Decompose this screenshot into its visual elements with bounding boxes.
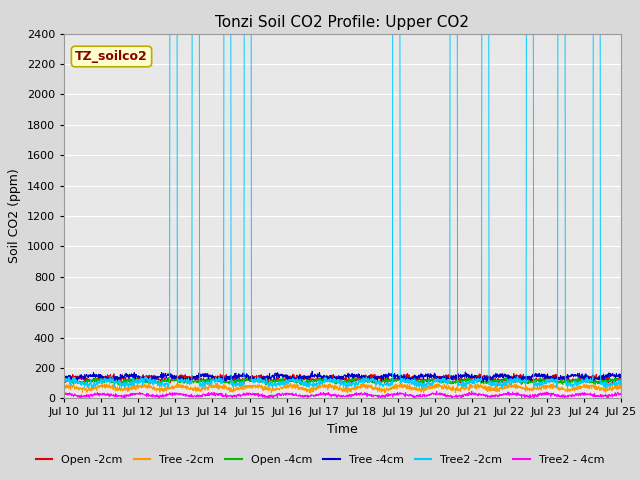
Tree2 -2cm <box>88 382 96 388</box>
Line: Open -4cm: Open -4cm <box>64 377 621 385</box>
Open -2cm <box>499 377 506 383</box>
Tree2 - 4cm <box>499 392 507 398</box>
Open -4cm <box>617 378 625 384</box>
Tree2 - 4cm <box>265 396 273 401</box>
Tree -4cm <box>316 372 324 378</box>
Open -4cm <box>574 374 582 380</box>
Tree -2cm <box>316 385 324 391</box>
Open -4cm <box>602 380 609 386</box>
Open -4cm <box>331 381 339 386</box>
Tree -4cm <box>499 374 506 380</box>
Open -2cm <box>316 377 324 383</box>
Tree2 -2cm <box>602 379 609 384</box>
Tree2 - 4cm <box>316 390 324 396</box>
Tree -4cm <box>602 373 609 379</box>
Tree2 - 4cm <box>433 388 440 394</box>
Tree -2cm <box>381 390 388 396</box>
Open -2cm <box>601 377 609 383</box>
Tree2 -2cm <box>617 377 625 383</box>
Open -2cm <box>609 381 617 387</box>
Open -4cm <box>601 379 609 384</box>
Open -4cm <box>60 378 68 384</box>
Tree -2cm <box>331 382 339 388</box>
Tree -2cm <box>602 390 609 396</box>
Legend: Open -2cm, Tree -2cm, Open -4cm, Tree -4cm, Tree2 -2cm, Tree2 - 4cm: Open -2cm, Tree -2cm, Open -4cm, Tree -4… <box>31 451 609 469</box>
Tree -4cm <box>88 374 96 380</box>
Tree -4cm <box>331 374 339 380</box>
Tree2 -2cm <box>317 379 324 385</box>
Y-axis label: Soil CO2 (ppm): Soil CO2 (ppm) <box>8 168 21 264</box>
Line: Tree2 - 4cm: Tree2 - 4cm <box>64 391 621 398</box>
Open -2cm <box>617 377 625 383</box>
Tree -2cm <box>601 387 609 393</box>
Open -2cm <box>60 375 68 381</box>
Tree -2cm <box>284 380 291 386</box>
Tree -4cm <box>60 375 68 381</box>
Tree2 -2cm <box>332 377 339 383</box>
Open -4cm <box>88 376 96 382</box>
X-axis label: Time: Time <box>327 423 358 436</box>
Open -2cm <box>510 371 518 376</box>
Open -2cm <box>601 376 609 382</box>
Tree -4cm <box>308 368 316 374</box>
Tree2 - 4cm <box>60 392 68 397</box>
Tree -2cm <box>617 383 625 389</box>
Line: Tree2 -2cm: Tree2 -2cm <box>64 34 621 389</box>
Tree -4cm <box>601 375 609 381</box>
Open -2cm <box>88 378 96 384</box>
Open -4cm <box>262 382 270 388</box>
Text: TZ_soilco2: TZ_soilco2 <box>75 50 148 63</box>
Open -2cm <box>331 373 339 379</box>
Open -4cm <box>499 379 506 384</box>
Line: Tree -4cm: Tree -4cm <box>64 371 621 383</box>
Tree -2cm <box>60 384 68 390</box>
Tree -4cm <box>509 380 516 385</box>
Tree -4cm <box>617 372 625 377</box>
Tree2 -2cm <box>116 386 124 392</box>
Tree2 -2cm <box>499 384 507 389</box>
Title: Tonzi Soil CO2 Profile: Upper CO2: Tonzi Soil CO2 Profile: Upper CO2 <box>216 15 469 30</box>
Tree2 - 4cm <box>331 392 339 398</box>
Tree2 - 4cm <box>88 394 96 399</box>
Tree -2cm <box>88 387 96 393</box>
Tree2 -2cm <box>60 379 68 384</box>
Tree2 -2cm <box>166 31 173 36</box>
Tree2 - 4cm <box>602 393 609 399</box>
Tree2 - 4cm <box>601 393 609 398</box>
Line: Open -2cm: Open -2cm <box>64 373 621 384</box>
Line: Tree -2cm: Tree -2cm <box>64 383 621 393</box>
Tree -2cm <box>499 386 507 392</box>
Tree2 -2cm <box>601 378 609 384</box>
Open -4cm <box>316 375 324 381</box>
Tree2 - 4cm <box>617 392 625 397</box>
